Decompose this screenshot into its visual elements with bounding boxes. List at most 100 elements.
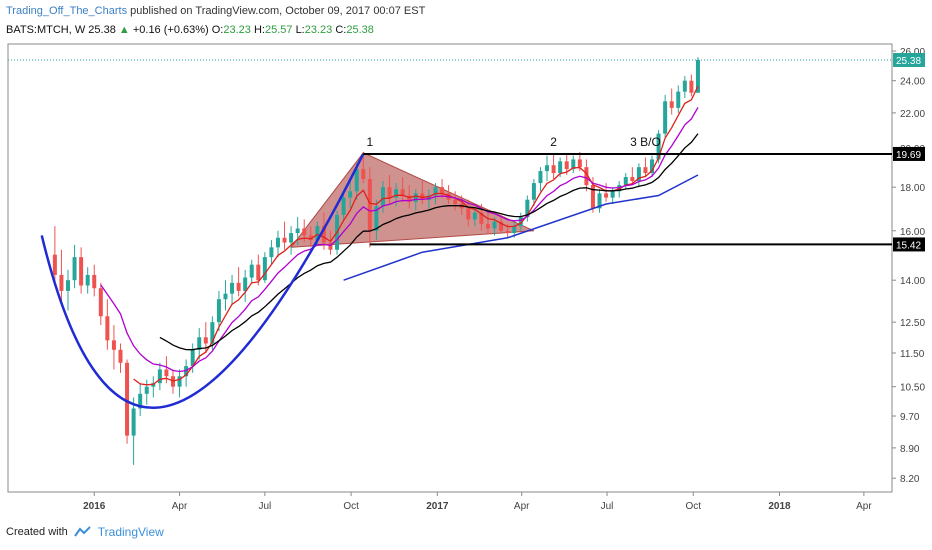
candle-body[interactable]	[105, 316, 110, 341]
symbol-name[interactable]: BATS:MTCH, W	[6, 24, 86, 36]
candle-body[interactable]	[321, 226, 326, 243]
candle-body[interactable]	[85, 274, 90, 286]
candle-body[interactable]	[52, 254, 57, 275]
candle-body[interactable]	[492, 221, 497, 229]
candle-body[interactable]	[420, 193, 425, 200]
candle-body[interactable]	[590, 185, 595, 209]
candle-body[interactable]	[328, 242, 333, 250]
candle-body[interactable]	[197, 337, 202, 350]
candle-body[interactable]	[203, 337, 208, 344]
candle-body[interactable]	[72, 257, 77, 281]
candle-body[interactable]	[669, 101, 674, 108]
candle-body[interactable]	[236, 282, 241, 291]
candle-body[interactable]	[190, 349, 195, 367]
candle-body[interactable]	[65, 280, 70, 291]
candle-body[interactable]	[499, 221, 504, 231]
candle-body[interactable]	[610, 191, 615, 198]
candle-body[interactable]	[275, 237, 280, 248]
candle-body[interactable]	[282, 237, 287, 243]
candle-body[interactable]	[617, 185, 622, 192]
candle-body[interactable]	[571, 159, 576, 170]
candle-body[interactable]	[295, 228, 300, 234]
candle-body[interactable]	[518, 217, 523, 227]
candle-body[interactable]	[216, 299, 221, 323]
candle-body[interactable]	[230, 282, 235, 294]
candle-body[interactable]	[184, 366, 189, 377]
candle-body[interactable]	[144, 386, 149, 394]
candle-body[interactable]	[604, 193, 609, 198]
candle-body[interactable]	[400, 189, 405, 196]
candle-body[interactable]	[111, 340, 116, 350]
tradingview-brand[interactable]: TradingView	[97, 525, 164, 539]
candle-body[interactable]	[223, 293, 228, 300]
candle-body[interactable]	[92, 274, 97, 289]
candle-body[interactable]	[558, 161, 563, 174]
candle-body[interactable]	[551, 165, 556, 174]
candle-body[interactable]	[538, 171, 543, 184]
candle-body[interactable]	[623, 177, 628, 186]
candle-body[interactable]	[308, 235, 313, 241]
series-line-ema_fast[interactable]	[133, 85, 699, 386]
candle-body[interactable]	[433, 187, 438, 196]
candle-body[interactable]	[164, 369, 169, 377]
candle-body[interactable]	[545, 165, 550, 172]
candle-body[interactable]	[630, 177, 635, 182]
candle-body[interactable]	[525, 199, 530, 218]
candle-body[interactable]	[531, 183, 536, 200]
candle-body[interactable]	[367, 179, 372, 231]
candle-body[interactable]	[577, 159, 582, 168]
candle-body[interactable]	[361, 169, 366, 180]
candle-body[interactable]	[138, 393, 143, 409]
candle-body[interactable]	[636, 167, 641, 182]
candle-body[interactable]	[157, 369, 162, 384]
candle-body[interactable]	[643, 167, 648, 174]
candle-body[interactable]	[479, 212, 484, 224]
candle-body[interactable]	[269, 247, 274, 258]
candle-body[interactable]	[485, 223, 490, 229]
candle-body[interactable]	[118, 349, 123, 363]
series-line-ema_mid[interactable]	[100, 107, 699, 373]
candle-body[interactable]	[656, 133, 661, 160]
candle-body[interactable]	[131, 408, 136, 436]
candle-body[interactable]	[256, 264, 261, 281]
candle-body[interactable]	[512, 226, 517, 234]
candle-body[interactable]	[505, 230, 510, 234]
candle-body[interactable]	[302, 228, 307, 236]
candle-body[interactable]	[315, 226, 320, 241]
candle-body[interactable]	[466, 208, 471, 220]
candle-body[interactable]	[663, 101, 668, 134]
candle-body[interactable]	[426, 195, 431, 200]
candle-body[interactable]	[249, 264, 254, 278]
candle-body[interactable]	[98, 288, 103, 317]
candle-body[interactable]	[125, 362, 130, 436]
author-link[interactable]: Trading_Off_The_Charts	[6, 5, 128, 17]
candle-body[interactable]	[676, 91, 681, 108]
candle-body[interactable]	[177, 376, 182, 387]
candle-body[interactable]	[682, 80, 687, 92]
candle-body[interactable]	[695, 59, 700, 93]
candle-body[interactable]	[394, 189, 399, 198]
candle-body[interactable]	[354, 169, 359, 192]
candle-body[interactable]	[210, 322, 215, 344]
candle-body[interactable]	[453, 199, 458, 204]
candle-body[interactable]	[380, 187, 385, 207]
price-chart[interactable]: 26.0024.0022.0020.0018.0016.0014.0012.50…	[0, 0, 932, 520]
candle-body[interactable]	[689, 80, 694, 93]
candle-body[interactable]	[407, 195, 412, 202]
candle-body[interactable]	[387, 187, 392, 198]
candle-body[interactable]	[472, 212, 477, 220]
candle-body[interactable]	[584, 167, 589, 186]
candle-body[interactable]	[243, 277, 248, 291]
series-line-ma_slow[interactable]	[159, 133, 699, 351]
cup-curve[interactable]	[40, 153, 365, 409]
candle-body[interactable]	[289, 233, 294, 243]
candle-body[interactable]	[341, 197, 346, 215]
candle-body[interactable]	[650, 159, 655, 174]
candle-body[interactable]	[79, 257, 84, 286]
series-line-trend[interactable]	[343, 174, 699, 281]
candle-body[interactable]	[348, 191, 353, 198]
candle-body[interactable]	[262, 257, 267, 281]
candle-body[interactable]	[374, 206, 379, 231]
candle-body[interactable]	[440, 187, 445, 194]
candle-body[interactable]	[413, 193, 418, 202]
